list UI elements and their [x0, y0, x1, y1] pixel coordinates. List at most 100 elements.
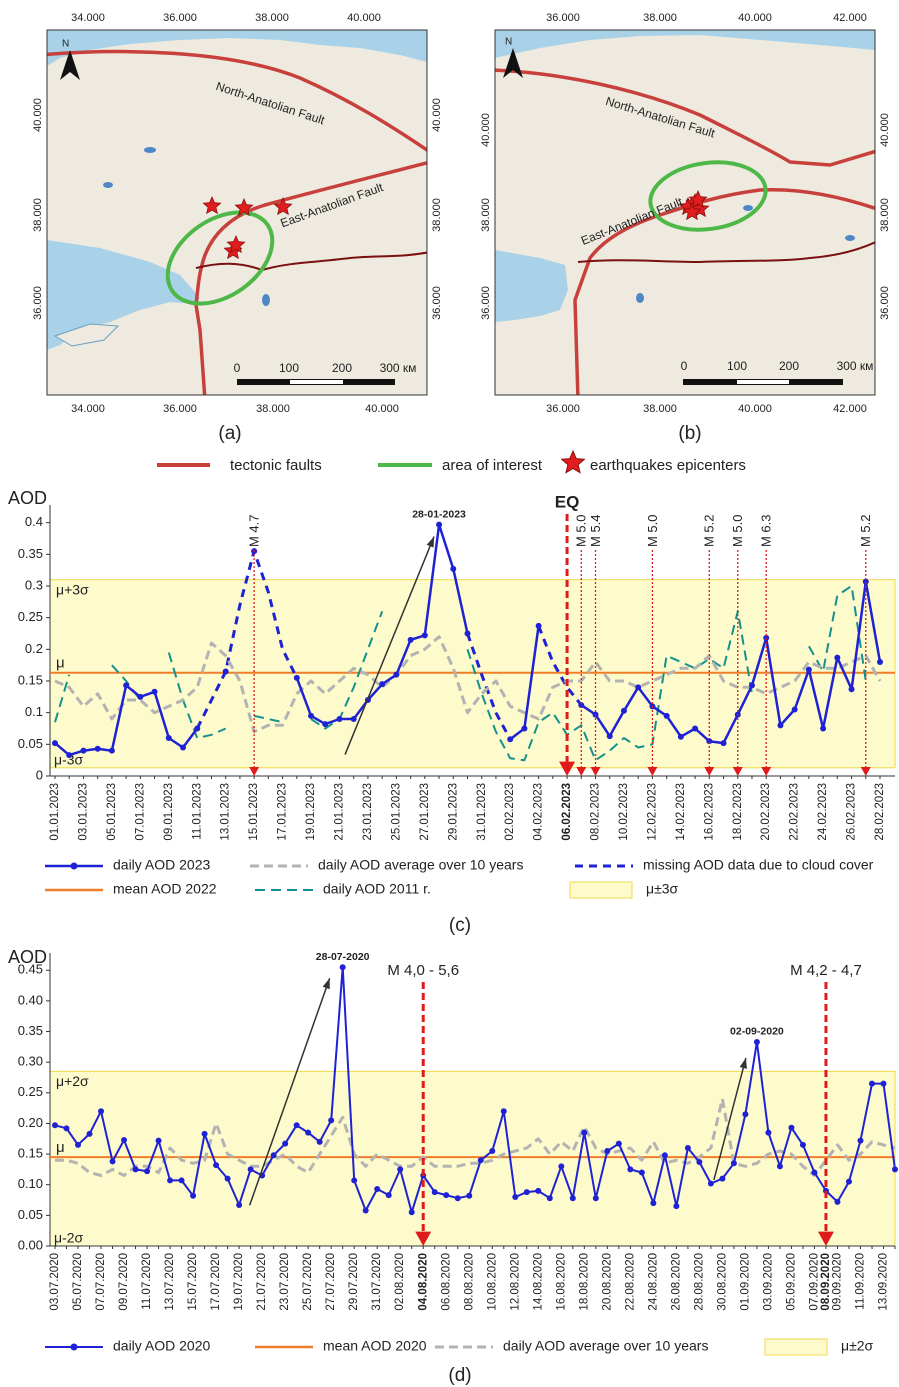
x-tick-label: 16.08.2020 [555, 1253, 567, 1311]
map-tick-label: 40.000 [347, 12, 381, 24]
data-point [271, 1152, 277, 1158]
data-point [282, 1141, 288, 1147]
data-point [570, 1195, 576, 1201]
x-tick-label: 27.07.2020 [325, 1253, 337, 1311]
map-tick-label: 36.000 [480, 286, 492, 320]
x-tick-label: 05.09.2020 [785, 1253, 797, 1311]
data-point [87, 1131, 93, 1137]
data-point [664, 713, 670, 719]
y-tick-label: 0.3 [25, 577, 43, 592]
data-point [374, 1186, 380, 1192]
data-point [512, 1194, 518, 1200]
map-tick-label: 40.000 [879, 113, 891, 147]
x-tick-label: 18.02.2023 [732, 783, 744, 841]
data-point [811, 1169, 817, 1175]
legend-label: μ±2σ [841, 1338, 874, 1354]
map-tick-label: 40.000 [738, 403, 772, 415]
event-arrowhead [576, 767, 586, 776]
y-axis-title: AOD [8, 488, 47, 508]
data-point [478, 1157, 484, 1163]
data-point [489, 1148, 495, 1154]
data-point [409, 1209, 415, 1215]
data-point [167, 1177, 173, 1183]
map-tick-label: 40.000 [480, 113, 492, 147]
data-point [110, 1158, 116, 1164]
data-point [742, 1111, 748, 1117]
legend-swatch [71, 1344, 78, 1351]
caption: (d) [448, 1365, 471, 1386]
data-point [788, 1125, 794, 1131]
data-point [650, 1200, 656, 1206]
x-tick-label: 13.07.2020 [164, 1253, 176, 1311]
data-point [621, 708, 627, 714]
x-tick-label: 09.07.2020 [118, 1253, 130, 1311]
map-tick-label: 40.000 [32, 98, 44, 132]
x-tick-label: 21.07.2020 [256, 1253, 268, 1311]
map-tick-label: 36.000 [163, 403, 197, 415]
event-label: EQ [555, 492, 580, 511]
data-point [317, 1139, 323, 1145]
map-tick-label: 36.000 [163, 12, 197, 24]
x-tick-label: 11.01.2023 [191, 783, 203, 840]
data-point [731, 1160, 737, 1166]
x-tick-label: 10.08.2020 [486, 1253, 498, 1311]
data-point [558, 1163, 564, 1169]
data-point [465, 631, 471, 637]
y-tick-label: 0 [36, 767, 43, 782]
data-point [869, 1081, 875, 1087]
data-point [109, 748, 115, 754]
data-point [156, 1138, 162, 1144]
data-point [386, 1192, 392, 1198]
annotation: 02-09-2020 [730, 1026, 784, 1038]
x-tick-label: 08.02.2023 [590, 783, 602, 841]
x-tick-label: 04.02.2023 [533, 783, 545, 841]
event-label: M 5.0 [645, 514, 660, 547]
map-tick-label: 38.000 [255, 12, 289, 24]
map-tick-label: 36.000 [879, 286, 891, 320]
lake [262, 294, 270, 306]
x-tick-label: 20.08.2020 [601, 1253, 613, 1311]
scale-bar [737, 380, 789, 384]
x-tick-label: 02.08.2020 [394, 1253, 406, 1311]
x-tick-label: 14.02.2023 [675, 783, 687, 841]
map-tick-label: 40.000 [738, 12, 772, 24]
y-tick-label: 0.15 [18, 672, 43, 687]
y-tick-label: 0.40 [18, 992, 43, 1007]
x-tick-label: 03.07.2020 [49, 1253, 61, 1311]
legend-label: tectonic faults [230, 457, 322, 474]
legend-label: daily AOD average over 10 years [318, 857, 523, 873]
x-tick-label: 07.01.2023 [134, 783, 146, 841]
mean-label: μ [56, 1139, 65, 1156]
event-label: M 4,2 - 4,7 [790, 962, 862, 979]
legend-swatch [765, 1339, 827, 1355]
north-label: N [505, 37, 512, 48]
x-tick-label: 01.09.2020 [739, 1253, 751, 1311]
data-point [236, 1202, 242, 1208]
data-point [223, 669, 229, 675]
data-point [849, 686, 855, 692]
event-arrowhead [591, 767, 601, 776]
data-point [225, 1176, 231, 1182]
x-tick-label: 28.08.2020 [693, 1253, 705, 1311]
data-point [834, 1199, 840, 1205]
y-tick-label: 0.15 [18, 1146, 43, 1161]
x-tick-label: 07.07.2020 [95, 1253, 107, 1311]
annotation-arrowhead [427, 537, 434, 548]
data-point [806, 667, 812, 673]
y-tick-label: 0.05 [18, 736, 43, 751]
caption: (b) [678, 423, 701, 444]
data-point [443, 1192, 449, 1198]
y-tick-label: 0.1 [25, 704, 43, 719]
data-point [501, 1108, 507, 1114]
lake [845, 235, 855, 241]
data-point [363, 1207, 369, 1213]
data-point [777, 722, 783, 728]
map-tick-label: 40.000 [365, 403, 399, 415]
map-tick-label: 36.000 [546, 403, 580, 415]
data-point [322, 721, 328, 727]
x-tick-label: 24.02.2023 [817, 783, 829, 841]
x-tick-label: 23.01.2023 [362, 783, 374, 841]
band-label: μ+3σ [56, 581, 89, 597]
legend-label: mean AOD 2022 [113, 881, 217, 897]
data-point [75, 1142, 81, 1148]
